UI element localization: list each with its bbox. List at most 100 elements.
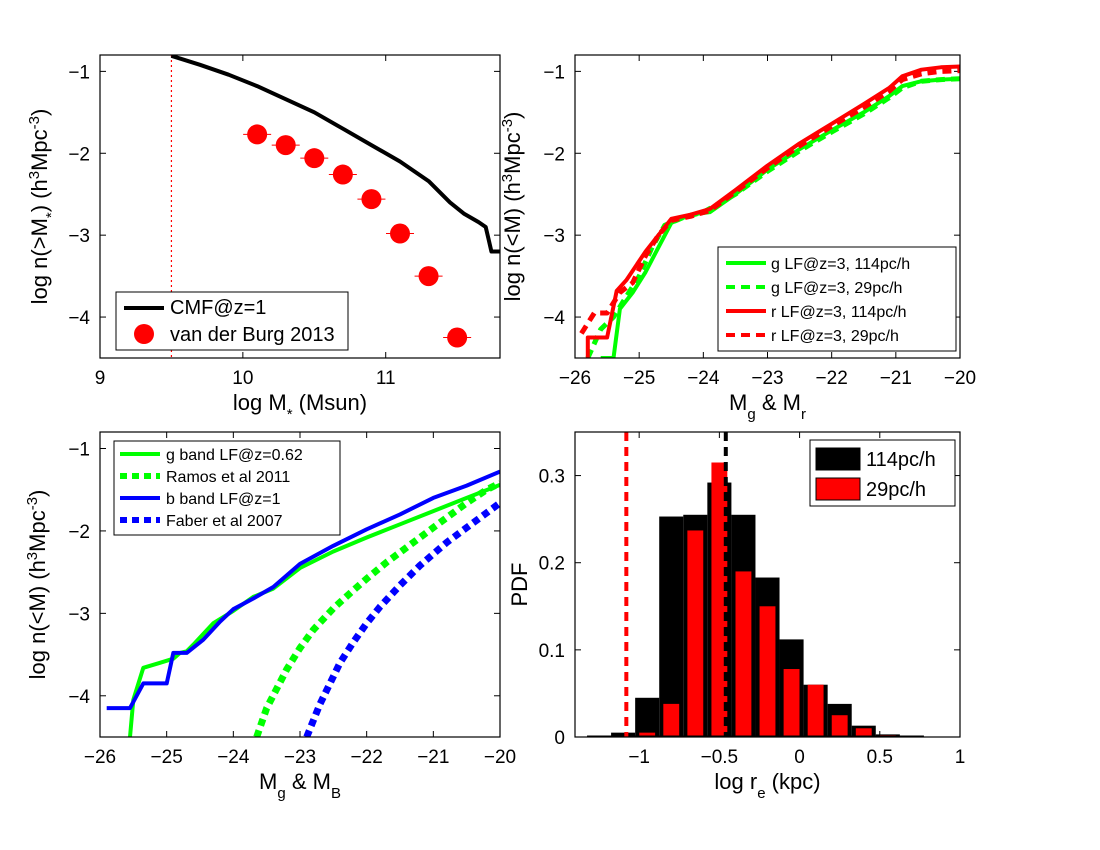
x-axis-label: Mg & Mr bbox=[729, 390, 806, 423]
label-part: log M bbox=[233, 390, 287, 415]
y-axis-label: log n(<M) (h3Mpc-3) bbox=[499, 112, 526, 302]
legend-label: 29pc/h bbox=[866, 479, 926, 501]
label-part: 3 bbox=[26, 171, 43, 179]
label-part: M bbox=[729, 390, 747, 415]
data-point bbox=[418, 266, 439, 287]
label-part: 3 bbox=[499, 174, 516, 182]
y-tick-label: 0.3 bbox=[539, 467, 565, 488]
label-part: ) bbox=[500, 112, 525, 119]
bar bbox=[759, 606, 776, 737]
bar bbox=[611, 732, 636, 737]
label-part: -3 bbox=[24, 497, 41, 510]
x-tick-label: 0.5 bbox=[867, 747, 893, 768]
x-tick-label: −23 bbox=[284, 747, 316, 768]
bar bbox=[855, 728, 872, 737]
legend-label: Ramos et al 2011 bbox=[166, 469, 290, 486]
label-part: log n(<M) (h bbox=[500, 182, 525, 301]
x-tick-label: 0 bbox=[794, 747, 805, 768]
y-tick-label: −4 bbox=[68, 308, 90, 329]
y-tick-label: −3 bbox=[68, 604, 90, 625]
label-part: * bbox=[287, 406, 293, 423]
x-tick-label: −1 bbox=[628, 747, 650, 768]
x-tick-label: 11 bbox=[376, 368, 396, 389]
label-part: ) (h bbox=[27, 179, 52, 212]
y-tick-label: −2 bbox=[68, 522, 90, 543]
x-axis-label: log M* (Msun) bbox=[233, 390, 367, 423]
legend-label: CMF@z=1 bbox=[170, 297, 266, 319]
label-part: log n(>M bbox=[27, 218, 52, 304]
label-part: log n(<M) (h bbox=[25, 560, 50, 679]
legend-label: Faber et al 2007 bbox=[166, 513, 283, 530]
y-axis-label: PDF bbox=[507, 563, 532, 607]
label-part: & M bbox=[286, 769, 331, 794]
x-tick-label: −21 bbox=[417, 747, 449, 768]
label-part: -3 bbox=[499, 119, 516, 132]
legend-label: g LF@z=3, 114pc/h bbox=[771, 256, 910, 273]
legend-box bbox=[115, 291, 349, 351]
x-tick-label: −26 bbox=[84, 747, 116, 768]
bar bbox=[831, 715, 848, 737]
y-tick-label: −1 bbox=[68, 439, 90, 460]
legend-label: r LF@z=3, 29pc/h bbox=[771, 328, 899, 345]
label-part: g bbox=[747, 406, 755, 423]
y-tick-label: 0.1 bbox=[539, 641, 565, 662]
x-tick-label: −26 bbox=[559, 368, 591, 389]
y-axis-label: log n(>M*) (h3Mpc-3) bbox=[26, 109, 60, 305]
label-part: & M bbox=[756, 390, 801, 415]
panel-lf-gb: −26 −25 −24 −23 −22 −21 −20−4−3−2−1Mg & MBlog … bbox=[24, 431, 516, 802]
legend-label: g LF@z=3, 29pc/h bbox=[771, 280, 902, 297]
plot-area bbox=[579, 64, 960, 358]
label-part: ) bbox=[25, 490, 50, 497]
y-tick-label: −4 bbox=[543, 308, 565, 329]
bar bbox=[711, 462, 728, 737]
label-part: * bbox=[43, 212, 60, 218]
x-tick-label: 9 bbox=[95, 368, 106, 389]
legend-swatch bbox=[815, 447, 861, 471]
x-tick-label: −22 bbox=[816, 368, 848, 389]
series-line bbox=[585, 76, 960, 358]
bar bbox=[807, 684, 824, 737]
legend-marker bbox=[134, 324, 154, 344]
y-tick-label: −2 bbox=[543, 144, 565, 165]
legend-label: r LF@z=3, 114pc/h bbox=[771, 304, 907, 321]
x-tick-label: 10 bbox=[232, 368, 253, 389]
y-tick-label: −1 bbox=[543, 62, 565, 83]
bar bbox=[635, 697, 660, 737]
x-tick-label: −25 bbox=[151, 747, 183, 768]
legend-label: 114pc/h bbox=[866, 449, 936, 471]
y-tick-label: 0.2 bbox=[539, 554, 565, 575]
data-point bbox=[361, 189, 382, 210]
y-tick-label: −3 bbox=[543, 226, 565, 247]
label-part: (kpc) bbox=[766, 769, 821, 794]
x-tick-label: −24 bbox=[217, 747, 250, 768]
x-tick-label: −0.5 bbox=[701, 747, 739, 768]
y-tick-label: −2 bbox=[68, 144, 90, 165]
x-tick-label: −21 bbox=[880, 368, 912, 389]
data-point bbox=[304, 148, 325, 169]
label-part: -3 bbox=[26, 116, 43, 129]
bar bbox=[663, 703, 680, 737]
label-part: (Msun) bbox=[293, 390, 368, 415]
series-line bbox=[106, 469, 500, 711]
data-point bbox=[390, 223, 410, 244]
x-tick-label: 1 bbox=[955, 747, 966, 768]
label-part: e bbox=[757, 785, 765, 802]
bar bbox=[783, 669, 800, 737]
label-part: r bbox=[801, 406, 806, 423]
label-part: 3 bbox=[24, 552, 41, 560]
bar bbox=[735, 571, 752, 737]
x-axis-label: log re (kpc) bbox=[714, 769, 820, 802]
label-part: Mpc bbox=[500, 132, 525, 174]
y-tick-label: −3 bbox=[68, 226, 90, 247]
label-part: log r bbox=[714, 769, 757, 794]
legend-swatch bbox=[815, 477, 861, 501]
plot-frame bbox=[99, 431, 501, 738]
label-part: ) bbox=[27, 109, 52, 116]
label-part: Mpc bbox=[27, 129, 52, 171]
legend-label: b band LF@z=1 bbox=[166, 491, 281, 508]
legend-label: g band LF@z=0.62 bbox=[166, 447, 303, 464]
plot-frame bbox=[574, 431, 961, 738]
plot-area bbox=[106, 469, 500, 737]
